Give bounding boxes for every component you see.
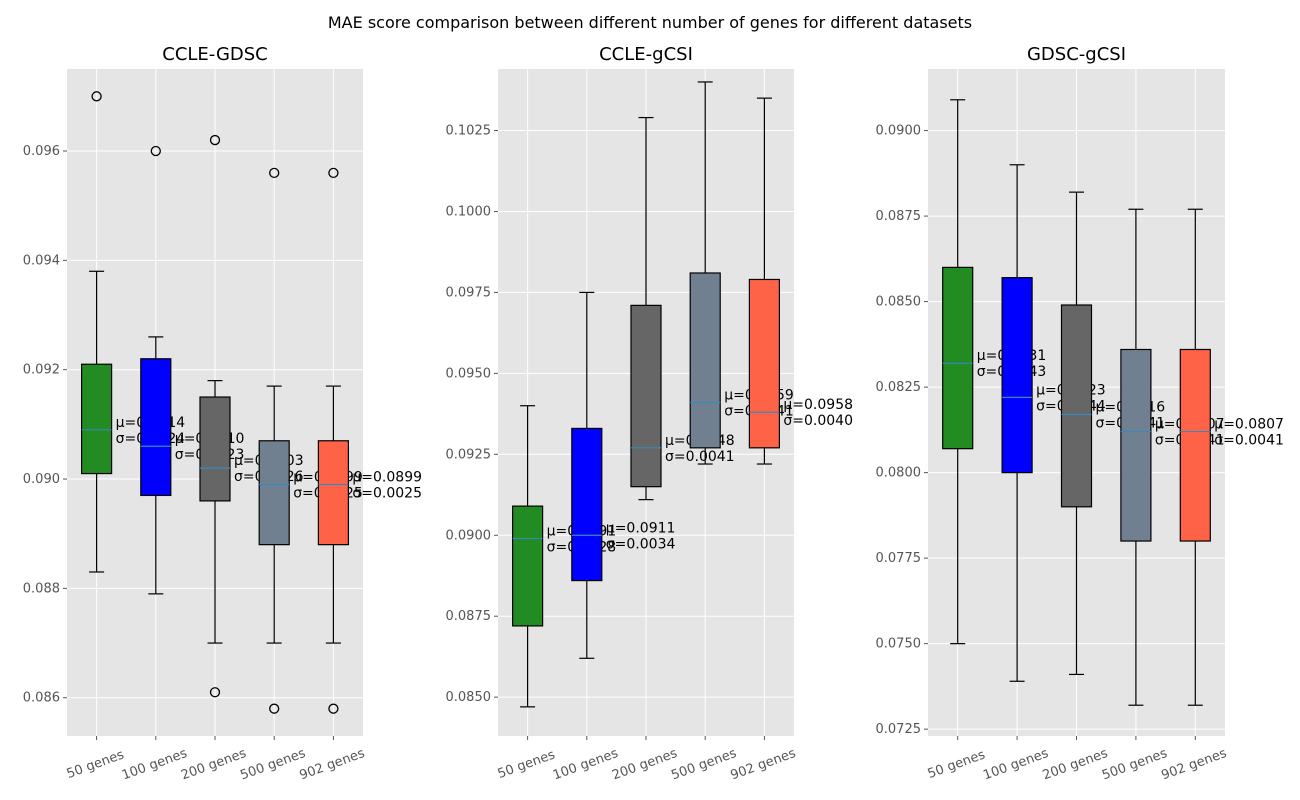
x-tick-label: 500 genes <box>1100 746 1169 784</box>
y-tick-label: 0.0850 <box>876 295 922 310</box>
x-tick-label: 100 genes <box>551 746 620 784</box>
x-tick-label: 902 genes <box>729 746 798 784</box>
box-body <box>199 396 231 502</box>
x-tick-label: 500 genes <box>669 746 738 784</box>
panel-title: CCLE-GDSC <box>162 44 268 65</box>
std-label: σ=0.0041 <box>1214 433 1284 449</box>
x-tick-label: 50 genes <box>496 747 558 782</box>
box-body <box>630 304 662 488</box>
y-tick-label: 0.1025 <box>446 124 492 139</box>
x-tick-label: 50 genes <box>926 747 988 782</box>
box-body <box>1001 277 1033 474</box>
y-tick-label: 0.1000 <box>446 204 492 219</box>
y-tick-label: 0.0875 <box>876 209 922 224</box>
std-label: σ=0.0040 <box>783 413 853 429</box>
std-label: σ=0.0034 <box>606 536 676 552</box>
x-tick-label: 100 genes <box>981 746 1050 784</box>
box-body <box>140 358 172 497</box>
x-tick-label: 200 genes <box>610 746 679 784</box>
y-tick-label: 0.0925 <box>446 447 492 462</box>
y-tick-label: 0.0875 <box>446 609 492 624</box>
y-tick-label: 0.0950 <box>446 366 492 381</box>
y-tick-label: 0.0725 <box>876 722 922 737</box>
box-3: μ=0.0948σ=0.0041 <box>630 116 735 501</box>
panel-title: CCLE-gCSI <box>599 44 693 65</box>
panel-1: 0.086 0.088 0.090 0.092 0.094 0.096 50 genes10… <box>23 44 422 783</box>
mean-label: μ=0.0911 <box>606 520 676 536</box>
box-body <box>689 272 721 449</box>
std-label: σ=0.0025 <box>352 486 422 502</box>
outlier-point <box>328 167 339 179</box>
box-body <box>258 440 290 546</box>
y-tick-label: 0.0750 <box>876 637 922 652</box>
x-tick-label: 50 genes <box>65 747 127 782</box>
box-body <box>317 440 349 546</box>
y-tick-label: 0.094 <box>23 253 60 268</box>
y-tick-label: 0.0975 <box>446 285 492 300</box>
box-body <box>1120 348 1152 542</box>
x-tick-label: 200 genes <box>1041 746 1110 784</box>
y-tick-label: 0.090 <box>23 472 60 487</box>
outlier-point <box>269 703 280 714</box>
outlier-point <box>328 703 339 714</box>
figure-title: MAE score comparison between different n… <box>328 13 972 32</box>
y-tick-label: 0.086 <box>23 691 60 706</box>
box-body <box>1179 348 1211 542</box>
outlier-point <box>150 145 161 157</box>
y-tick-label: 0.0825 <box>876 380 922 395</box>
panel-title: GDSC-gCSI <box>1027 44 1126 65</box>
y-tick-label: 0.0850 <box>446 690 492 705</box>
x-tick-label: 100 genes <box>120 746 189 784</box>
mean-label: μ=0.0958 <box>783 397 853 413</box>
box-body <box>1060 304 1093 508</box>
y-tick-label: 0.0900 <box>446 528 492 543</box>
outlier-point <box>269 167 280 179</box>
y-tick-label: 0.0800 <box>876 466 922 481</box>
y-tick-label: 0.088 <box>23 581 60 596</box>
outlier-point <box>209 687 221 698</box>
outlier-point <box>91 91 102 102</box>
mean-label: μ=0.0807 <box>1214 417 1284 433</box>
box-body <box>748 278 781 449</box>
x-tick-label: 902 genes <box>1159 746 1228 784</box>
box-body <box>942 266 974 450</box>
box-body <box>571 427 603 582</box>
box-body <box>80 363 113 475</box>
y-tick-label: 0.0775 <box>876 551 922 566</box>
y-tick-label: 0.0900 <box>876 124 922 139</box>
std-label: σ=0.0041 <box>665 449 735 465</box>
x-tick-label: 200 genes <box>179 746 248 784</box>
y-tick-label: 0.096 <box>23 144 60 159</box>
box-2: μ=0.0823σ=0.0044 <box>1001 164 1106 682</box>
panel-2: 0.0850 0.0875 0.0900 0.0925 0.0950 0.0975 0.10… <box>446 44 854 783</box>
y-tick-label: 0.092 <box>23 363 60 378</box>
box-body <box>511 505 544 627</box>
panel-3: 0.0725 0.0750 0.0775 0.0800 0.0825 0.0850 0.08… <box>876 44 1284 783</box>
outlier-point <box>209 134 221 146</box>
mean-label: μ=0.0899 <box>352 470 422 486</box>
x-tick-label: 500 genes <box>238 746 307 784</box>
x-tick-label: 902 genes <box>298 746 367 784</box>
